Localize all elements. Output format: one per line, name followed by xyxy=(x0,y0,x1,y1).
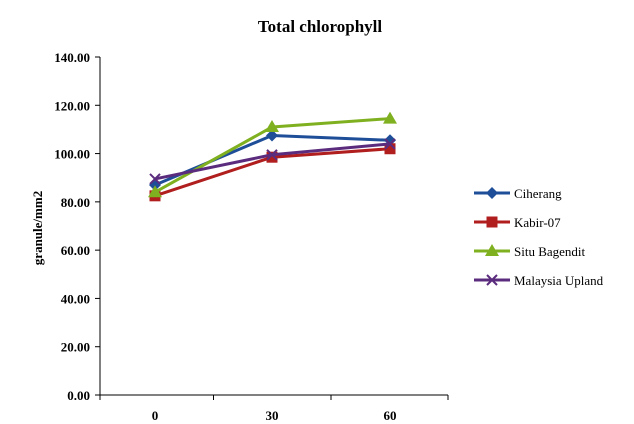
legend-item-malaysia-upland: Malaysia Upland xyxy=(474,273,604,288)
legend-marker xyxy=(486,187,498,199)
y-tick-label: 60.00 xyxy=(61,243,90,258)
y-axis-title: granule/mm2 xyxy=(30,191,45,265)
legend-item-situ-bagendit: Situ Bagendit xyxy=(474,244,586,259)
data-point-ciherang xyxy=(266,129,278,142)
legend-marker xyxy=(485,244,499,256)
data-point-malaysia-upland xyxy=(384,138,396,150)
data-point-malaysia-upland-stroke xyxy=(384,138,396,150)
legend-label: Situ Bagendit xyxy=(514,244,586,259)
x-tick-label: 0 xyxy=(152,408,159,423)
data-point-situ-bagendit xyxy=(265,120,279,133)
x-tick-label: 30 xyxy=(266,408,279,423)
legend-label: Malaysia Upland xyxy=(514,273,604,288)
legend-item-kabir-07: Kabir-07 xyxy=(474,215,561,230)
y-tick-label: 20.00 xyxy=(61,340,90,355)
data-point-kabir-07 xyxy=(384,143,396,155)
series-layer xyxy=(148,111,397,202)
legend: Ciherang Kabir-07 Situ Bagendit Malaysia Up… xyxy=(474,186,604,288)
chart-title: Total chlorophyll xyxy=(258,17,383,36)
data-point-situ-bagendit xyxy=(383,111,397,124)
data-point-kabir-07 xyxy=(266,151,278,163)
y-tick-label: 40.00 xyxy=(61,291,90,306)
legend-marker xyxy=(486,216,498,228)
y-tick-label: 0.00 xyxy=(67,388,90,403)
data-point-malaysia-upland-stroke xyxy=(266,149,278,161)
legend-marker xyxy=(486,274,498,286)
legend-item-ciherang: Ciherang xyxy=(474,186,562,201)
data-point-malaysia-upland xyxy=(266,149,278,161)
legend-marker-stroke xyxy=(486,274,498,286)
y-tick-label: 120.00 xyxy=(54,98,90,113)
series-malaysia-upland xyxy=(149,138,396,185)
legend-label: Ciherang xyxy=(514,186,562,201)
legend-label: Kabir-07 xyxy=(514,215,561,230)
y-tick-label: 140.00 xyxy=(54,50,90,65)
x-tick-label: 60 xyxy=(384,408,397,423)
y-tick-label: 80.00 xyxy=(61,195,90,210)
data-point-malaysia-upland xyxy=(149,173,161,185)
axes: 0.00 20.00 40.00 60.00 80.00 100.00 120.00 140.… xyxy=(54,50,449,423)
data-point-malaysia-upland-stroke xyxy=(149,173,161,185)
y-tick-label: 100.00 xyxy=(54,147,90,162)
data-point-situ-bagendit xyxy=(148,185,162,198)
